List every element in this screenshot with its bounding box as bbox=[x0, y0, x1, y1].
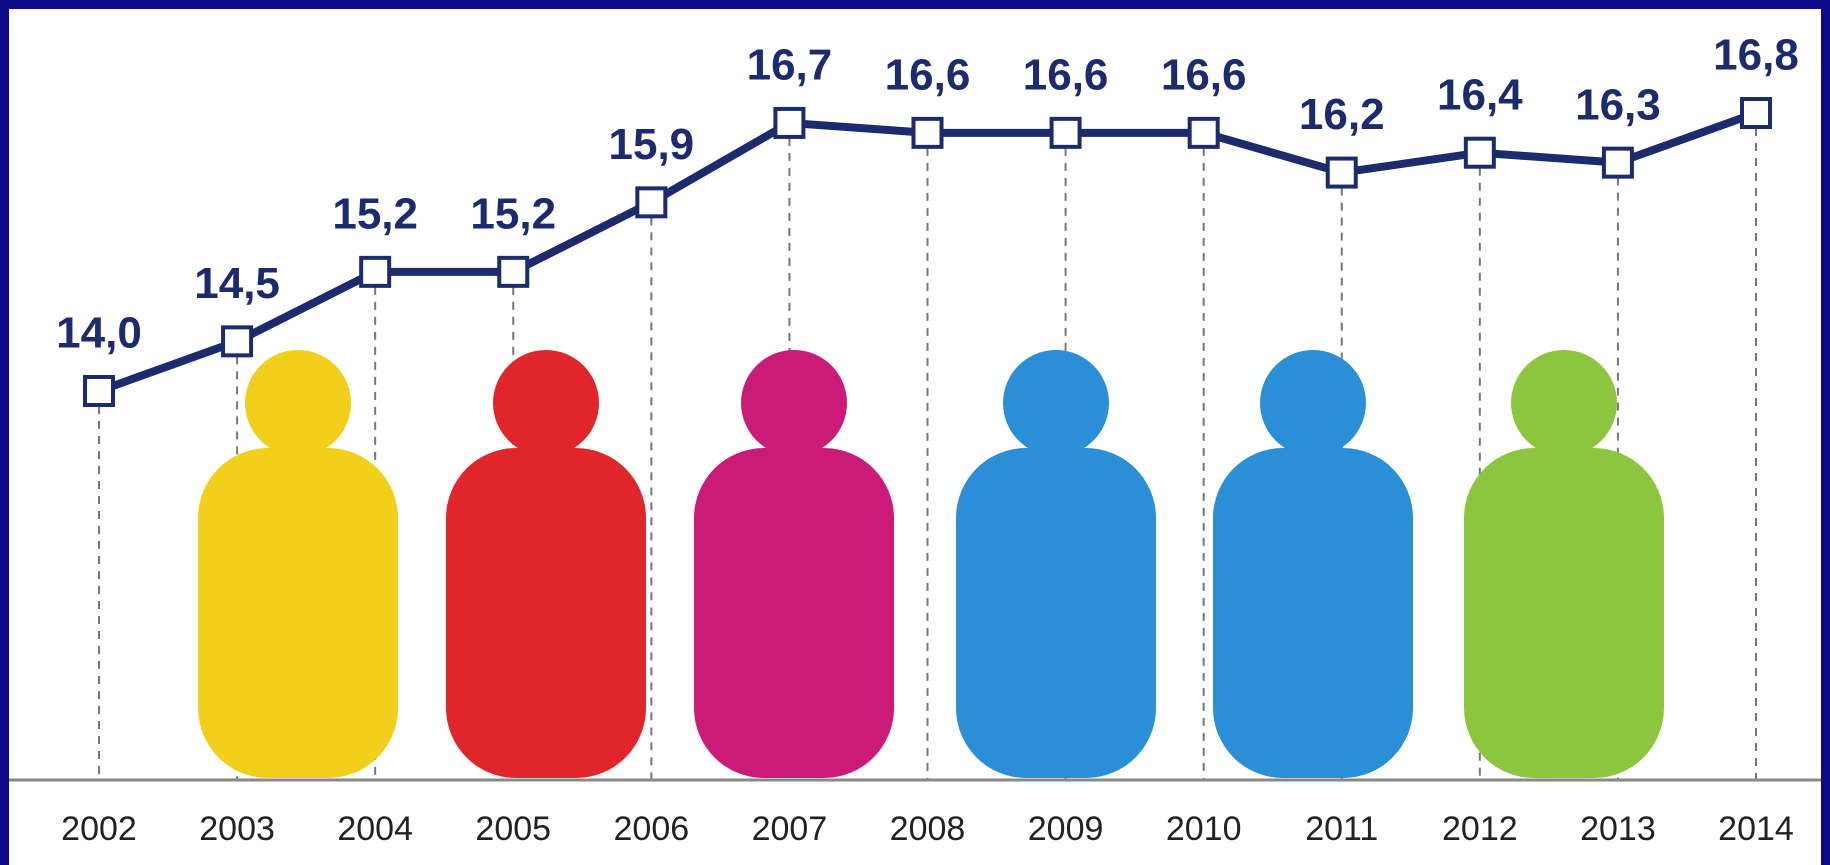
point-marker bbox=[635, 186, 668, 219]
x-tick-label: 2007 bbox=[752, 810, 828, 848]
figure bbox=[694, 350, 894, 778]
x-tick-label: 2003 bbox=[199, 810, 275, 848]
x-tick-label: 2012 bbox=[1442, 810, 1518, 848]
data-label: 16,8 bbox=[1713, 31, 1799, 80]
data-label: 16,6 bbox=[1161, 50, 1247, 99]
x-tick-label: 2011 bbox=[1305, 810, 1378, 848]
figures bbox=[198, 350, 1664, 778]
figure bbox=[1464, 350, 1664, 778]
point-marker bbox=[1049, 116, 1082, 149]
x-tick-label: 2005 bbox=[475, 810, 551, 848]
point-marker bbox=[497, 255, 530, 288]
figure bbox=[1213, 350, 1413, 778]
point-marker bbox=[1601, 146, 1634, 179]
data-label: 15,2 bbox=[470, 189, 556, 238]
data-label: 15,2 bbox=[332, 189, 418, 238]
x-tick-label: 2014 bbox=[1718, 810, 1794, 848]
point-marker bbox=[773, 106, 806, 139]
data-label: 16,7 bbox=[747, 41, 833, 90]
data-label: 16,6 bbox=[885, 50, 971, 99]
x-tick-label: 2008 bbox=[890, 810, 966, 848]
point-marker bbox=[221, 325, 254, 358]
data-label: 16,4 bbox=[1437, 70, 1523, 119]
point-marker bbox=[1187, 116, 1220, 149]
figure bbox=[198, 350, 398, 778]
data-label: 14,0 bbox=[56, 309, 142, 358]
data-label: 16,3 bbox=[1575, 80, 1661, 129]
point-marker bbox=[911, 116, 944, 149]
figure bbox=[956, 350, 1156, 778]
x-tick-label: 2002 bbox=[61, 810, 137, 848]
data-label: 16,2 bbox=[1299, 90, 1385, 139]
point-marker bbox=[83, 375, 115, 407]
point-marker bbox=[1325, 156, 1358, 189]
figure bbox=[446, 350, 646, 778]
point-marker bbox=[359, 255, 392, 288]
x-tick-label: 2010 bbox=[1166, 810, 1242, 848]
data-label: 14,5 bbox=[194, 259, 280, 308]
point-marker bbox=[1463, 136, 1496, 169]
point-marker bbox=[1740, 97, 1772, 129]
data-label: 16,6 bbox=[1023, 50, 1109, 99]
data-label: 15,9 bbox=[609, 120, 695, 169]
x-tick-label: 2006 bbox=[614, 810, 690, 848]
x-tick-label: 2009 bbox=[1028, 810, 1104, 848]
x-tick-label: 2004 bbox=[337, 810, 413, 848]
x-tick-label: 2013 bbox=[1580, 810, 1656, 848]
